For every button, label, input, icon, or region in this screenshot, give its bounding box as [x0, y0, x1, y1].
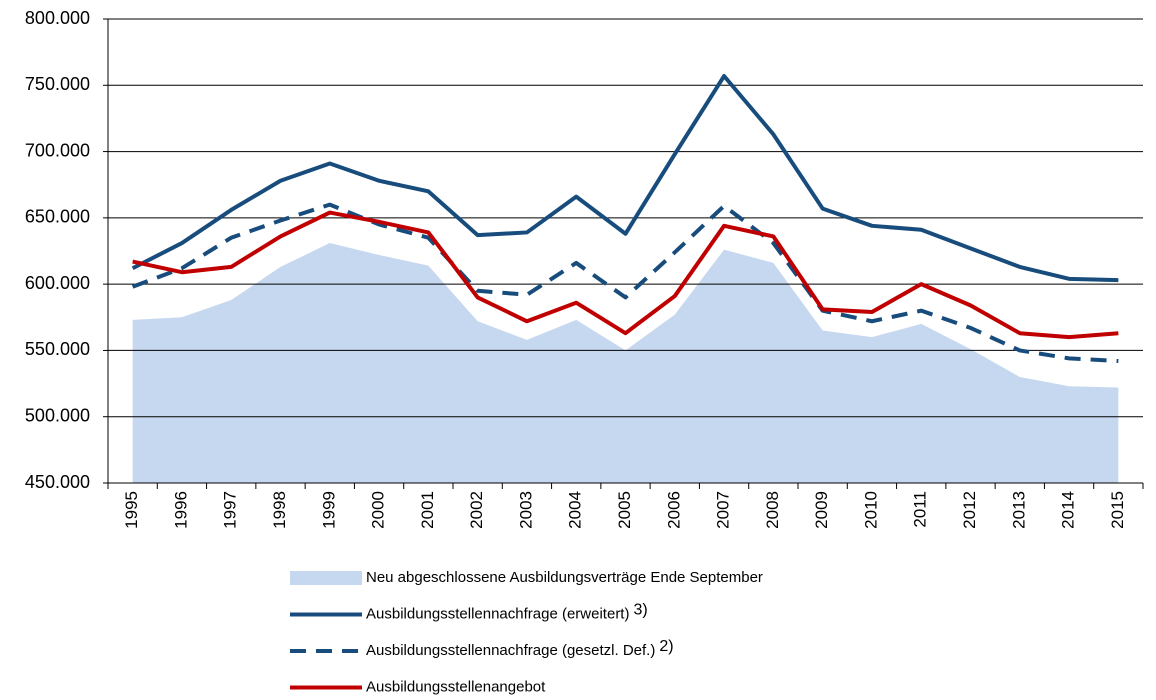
- x-tick-label: 2001: [418, 491, 437, 529]
- x-tick-label: 2007: [714, 491, 733, 529]
- x-tick-label: 1997: [221, 491, 240, 529]
- legend-text: Ausbildungsstellennachfrage (gesetzl. De…: [366, 642, 655, 659]
- y-tick-label: 750.000: [25, 74, 90, 94]
- legend-footnote: 3): [633, 602, 647, 619]
- x-tick-label: 2011: [911, 491, 930, 528]
- x-tick-label: 2000: [369, 491, 388, 529]
- legend-swatch: [290, 571, 362, 585]
- legend-label: Ausbildungsstellennachfrage (erweitert) 3…: [366, 602, 648, 623]
- x-tick-label: 2003: [516, 491, 535, 529]
- legend-text: Neu abgeschlossene Ausbildungsverträge E…: [366, 569, 763, 586]
- x-tick-label: 2015: [1108, 491, 1127, 529]
- x-tick-label: 1999: [319, 491, 338, 529]
- line: [131, 74, 1119, 283]
- y-tick-label: 550.000: [25, 339, 90, 359]
- legend-footnote: 2): [659, 638, 673, 655]
- x-tick-label: 2013: [1009, 491, 1028, 529]
- legend-text: Ausbildungsstellenangebot: [366, 678, 546, 695]
- x-tick-label: 1995: [122, 491, 141, 529]
- y-tick-label: 600.000: [25, 273, 90, 293]
- y-tick-label: 700.000: [25, 140, 90, 160]
- x-tick-label: 2004: [566, 491, 585, 529]
- x-tick-label: 2005: [615, 491, 634, 529]
- y-tick-label: 800.000: [25, 8, 90, 28]
- x-tick-label: 2008: [763, 491, 782, 529]
- legend-label: Ausbildungsstellenangebot: [366, 678, 546, 695]
- y-tick-label: 650.000: [25, 207, 90, 227]
- x-tick-label: 2010: [861, 491, 880, 529]
- x-tick-label: 2012: [960, 491, 979, 529]
- legend-text: Ausbildungsstellennachfrage (erweitert): [366, 605, 629, 622]
- x-tick-label: 2006: [664, 491, 683, 529]
- legend-label: Ausbildungsstellennachfrage (gesetzl. De…: [366, 638, 674, 659]
- x-tick-label: 2002: [467, 491, 486, 529]
- x-tick-label: 1998: [270, 491, 289, 529]
- area: [132, 243, 1119, 483]
- x-tick-label: 1996: [171, 491, 190, 529]
- line: [131, 202, 1119, 364]
- legend-label: Neu abgeschlossene Ausbildungsverträge E…: [366, 569, 763, 586]
- x-tick-label: 2009: [812, 491, 831, 529]
- line: [132, 210, 1119, 340]
- y-tick-label: 450.000: [25, 472, 90, 492]
- y-tick-label: 500.000: [25, 405, 90, 425]
- x-tick-label: 2014: [1059, 491, 1078, 529]
